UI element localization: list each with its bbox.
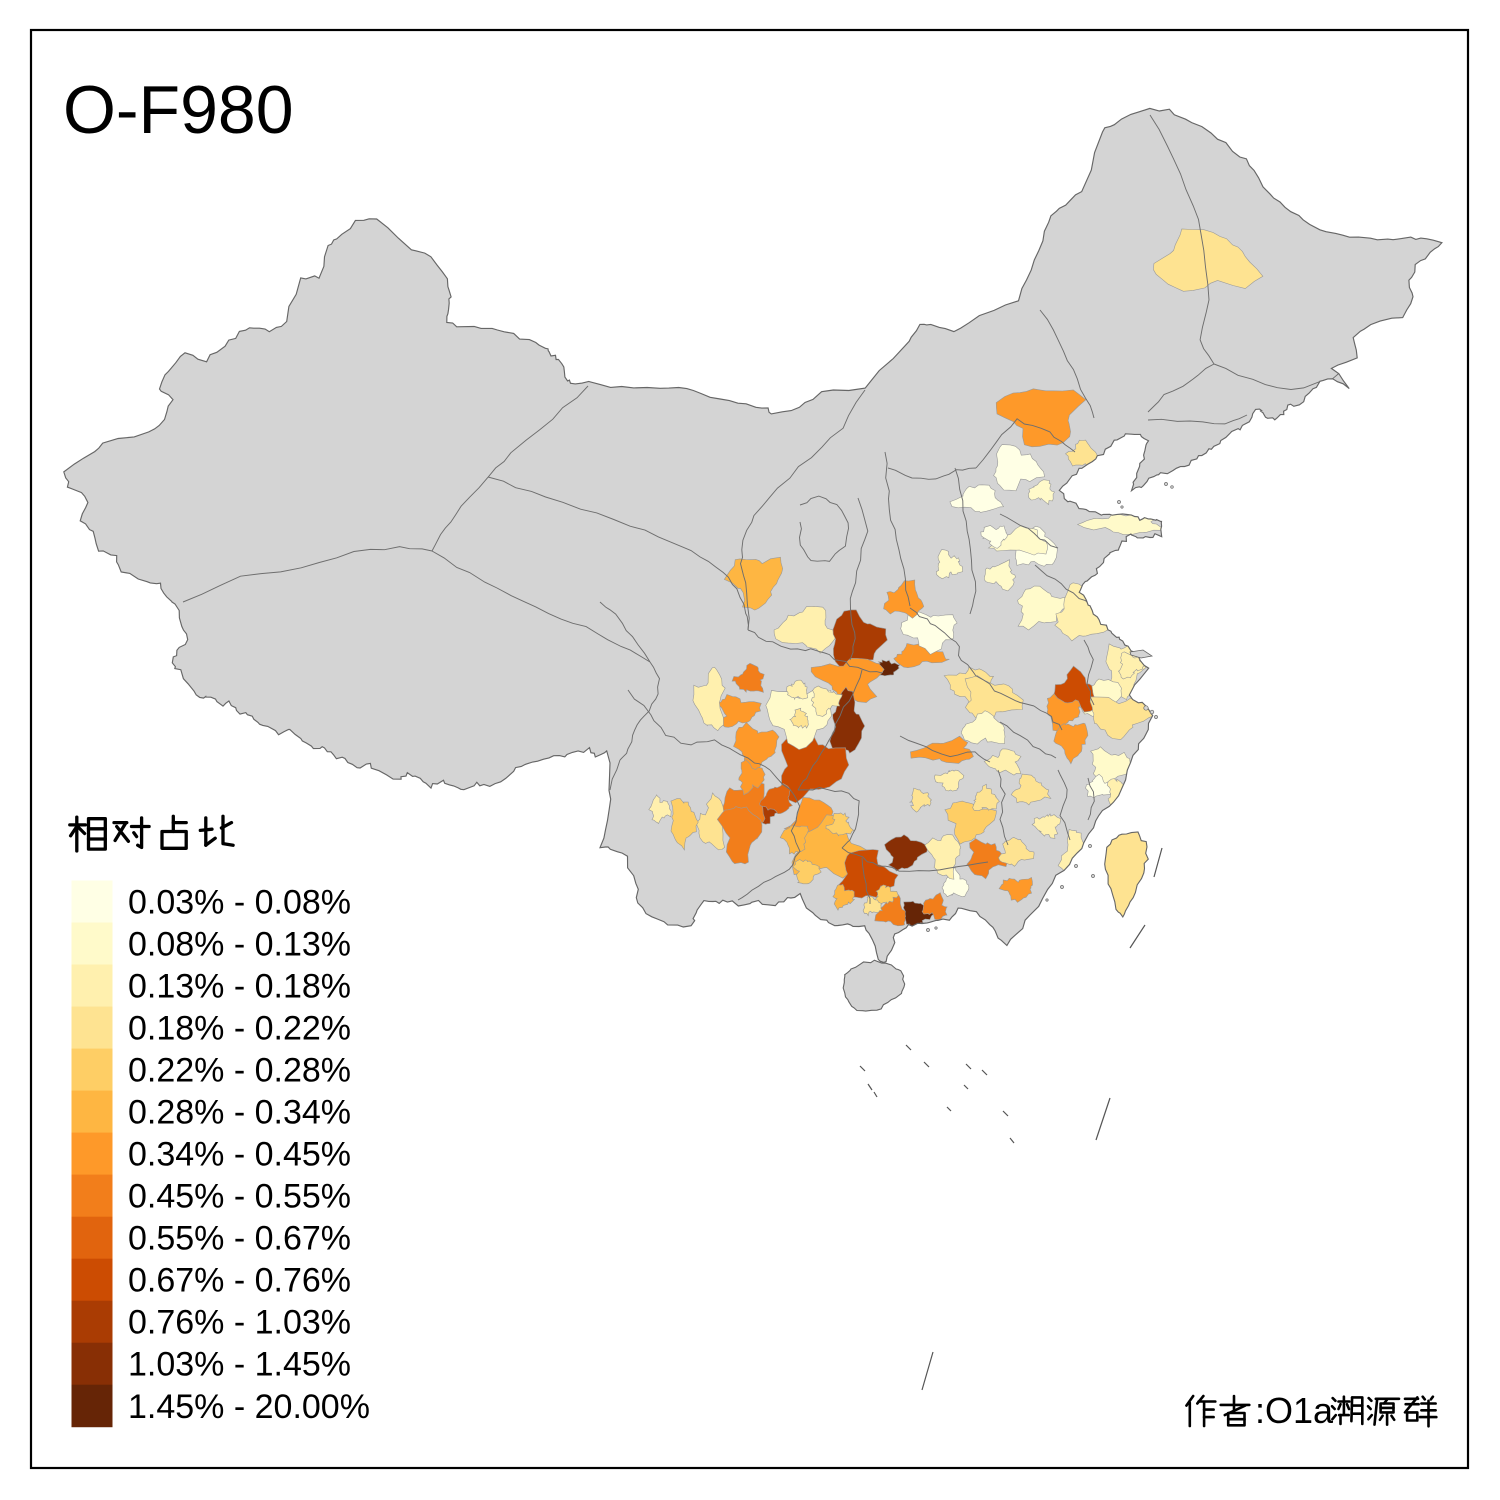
svg-text::O1a: :O1a <box>1255 1390 1334 1431</box>
svg-text:0.28% - 0.34%: 0.28% - 0.34% <box>128 1094 351 1132</box>
svg-text:0.45% - 0.55%: 0.45% - 0.55% <box>128 1178 351 1216</box>
svg-text:0.55% - 0.67%: 0.55% - 0.67% <box>128 1220 351 1258</box>
svg-text:0.03% - 0.08%: 0.03% - 0.08% <box>128 884 351 922</box>
svg-text:1.45% - 20.00%: 1.45% - 20.00% <box>128 1388 370 1426</box>
svg-text:0.22% - 0.28%: 0.22% - 0.28% <box>128 1052 351 1090</box>
svg-text:1.03% - 1.45%: 1.03% - 1.45% <box>128 1346 351 1384</box>
svg-text:0.34% - 0.45%: 0.34% - 0.45% <box>128 1136 351 1174</box>
svg-text:0.18% - 0.22%: 0.18% - 0.22% <box>128 1010 351 1048</box>
svg-text:0.08% - 0.13%: 0.08% - 0.13% <box>128 926 351 964</box>
svg-text:0.76% - 1.03%: 0.76% - 1.03% <box>128 1304 351 1342</box>
svg-text:0.13% - 0.18%: 0.13% - 0.18% <box>128 968 351 1006</box>
svg-text:O-F980: O-F980 <box>63 72 294 148</box>
svg-text:0.67% - 0.76%: 0.67% - 0.76% <box>128 1262 351 1300</box>
